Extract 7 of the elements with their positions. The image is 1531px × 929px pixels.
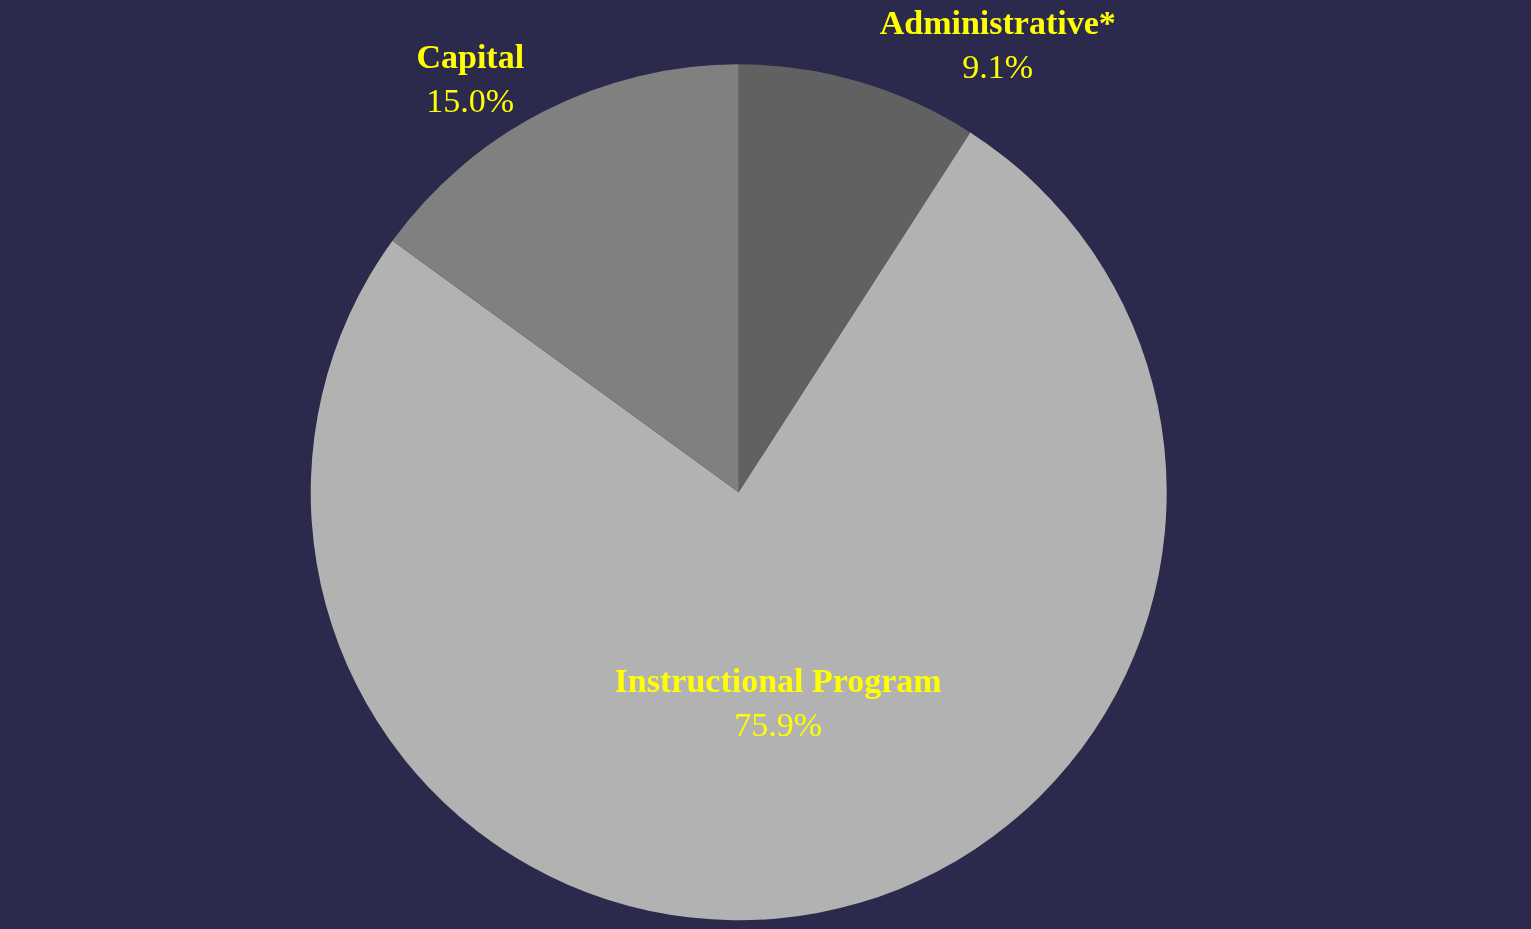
pie-slice: [310, 132, 1167, 921]
slice-label: Administrative*: [879, 3, 1116, 41]
slice-label: Instructional Program: [614, 662, 942, 700]
slice-label: Capital: [416, 38, 525, 76]
data-label: 75.9%: [734, 706, 823, 744]
data-label: 9.1%: [962, 47, 1034, 85]
data-label: 15.0%: [426, 82, 515, 120]
